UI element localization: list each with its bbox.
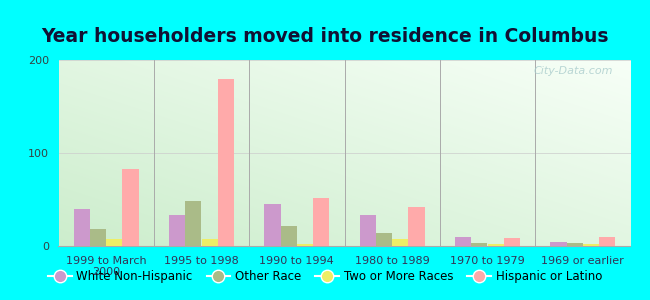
Bar	[583, 244, 599, 246]
Bar	[359, 215, 376, 246]
Bar	[73, 209, 90, 246]
Bar	[265, 204, 281, 246]
Bar	[376, 233, 392, 246]
Bar	[488, 244, 504, 246]
Bar	[504, 238, 520, 246]
Bar	[392, 238, 408, 246]
Bar	[551, 242, 567, 246]
Bar	[408, 207, 424, 246]
Text: Year householders moved into residence in Columbus: Year householders moved into residence i…	[41, 27, 609, 46]
Bar	[90, 229, 106, 246]
Bar	[169, 215, 185, 246]
Bar	[185, 201, 202, 246]
Bar	[106, 239, 122, 246]
Bar	[455, 237, 471, 246]
Bar	[297, 244, 313, 246]
Bar	[313, 198, 330, 246]
Bar	[122, 169, 138, 246]
Bar	[599, 237, 616, 246]
Bar	[567, 243, 583, 246]
Bar	[281, 226, 297, 246]
Bar	[202, 238, 218, 246]
Text: City-Data.com: City-Data.com	[534, 66, 614, 76]
Bar	[471, 243, 488, 246]
Bar	[218, 79, 234, 246]
Legend: White Non-Hispanic, Other Race, Two or More Races, Hispanic or Latino: White Non-Hispanic, Other Race, Two or M…	[43, 266, 607, 288]
